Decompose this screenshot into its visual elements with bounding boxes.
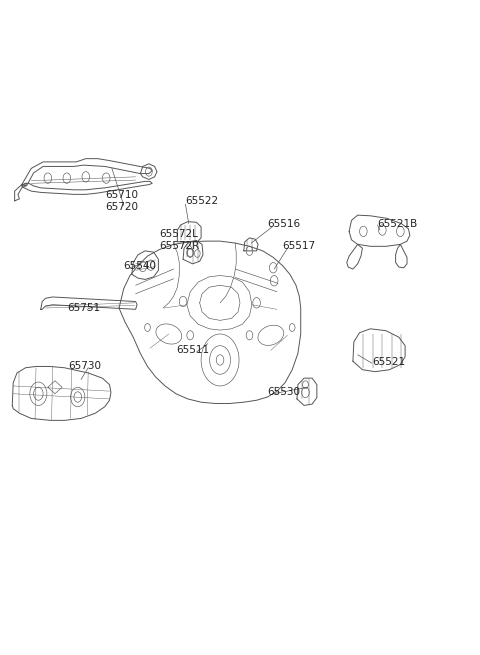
Text: 65710
65720: 65710 65720	[105, 190, 138, 212]
Text: 65521B: 65521B	[378, 219, 418, 229]
Text: 65540: 65540	[123, 261, 156, 271]
Text: 65516: 65516	[267, 219, 300, 229]
Text: 65530: 65530	[267, 388, 300, 398]
Text: 65521: 65521	[372, 357, 405, 367]
Text: 65511: 65511	[176, 345, 209, 355]
Text: 65572L
65572R: 65572L 65572R	[159, 229, 200, 251]
Text: 65751: 65751	[67, 303, 100, 313]
Text: 65517: 65517	[283, 241, 316, 252]
Text: 65522: 65522	[185, 196, 218, 206]
Text: 65730: 65730	[68, 362, 101, 371]
